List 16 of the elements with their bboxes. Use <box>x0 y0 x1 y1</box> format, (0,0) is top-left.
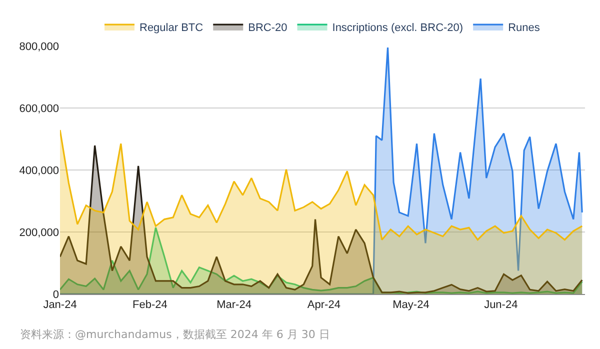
y-tick-label: 200,000 <box>19 226 59 239</box>
x-tick-label: Apr-24 <box>307 299 340 312</box>
legend-label: Runes <box>508 22 540 34</box>
x-tick-label: Feb-24 <box>132 299 168 312</box>
legend-label: BRC-20 <box>248 22 288 34</box>
y-tick-label: 600,000 <box>19 102 59 115</box>
legend-label: Inscriptions (excl. BRC-20) <box>332 22 464 34</box>
x-tick-label: May-24 <box>392 299 430 312</box>
x-tick-label: Jun-24 <box>484 299 518 312</box>
text: 资料来源：@murchandamus，数据截至 2024 年 6 月 30 日 <box>20 328 330 341</box>
y-tick-label: 400,000 <box>19 164 59 177</box>
y-tick-label: 0 <box>52 288 59 301</box>
y-tick-label: 800,000 <box>19 40 59 53</box>
x-tick-label: Mar-24 <box>216 299 252 312</box>
legend-label: Regular BTC <box>140 22 204 34</box>
x-tick-label: Jan-24 <box>43 299 77 312</box>
